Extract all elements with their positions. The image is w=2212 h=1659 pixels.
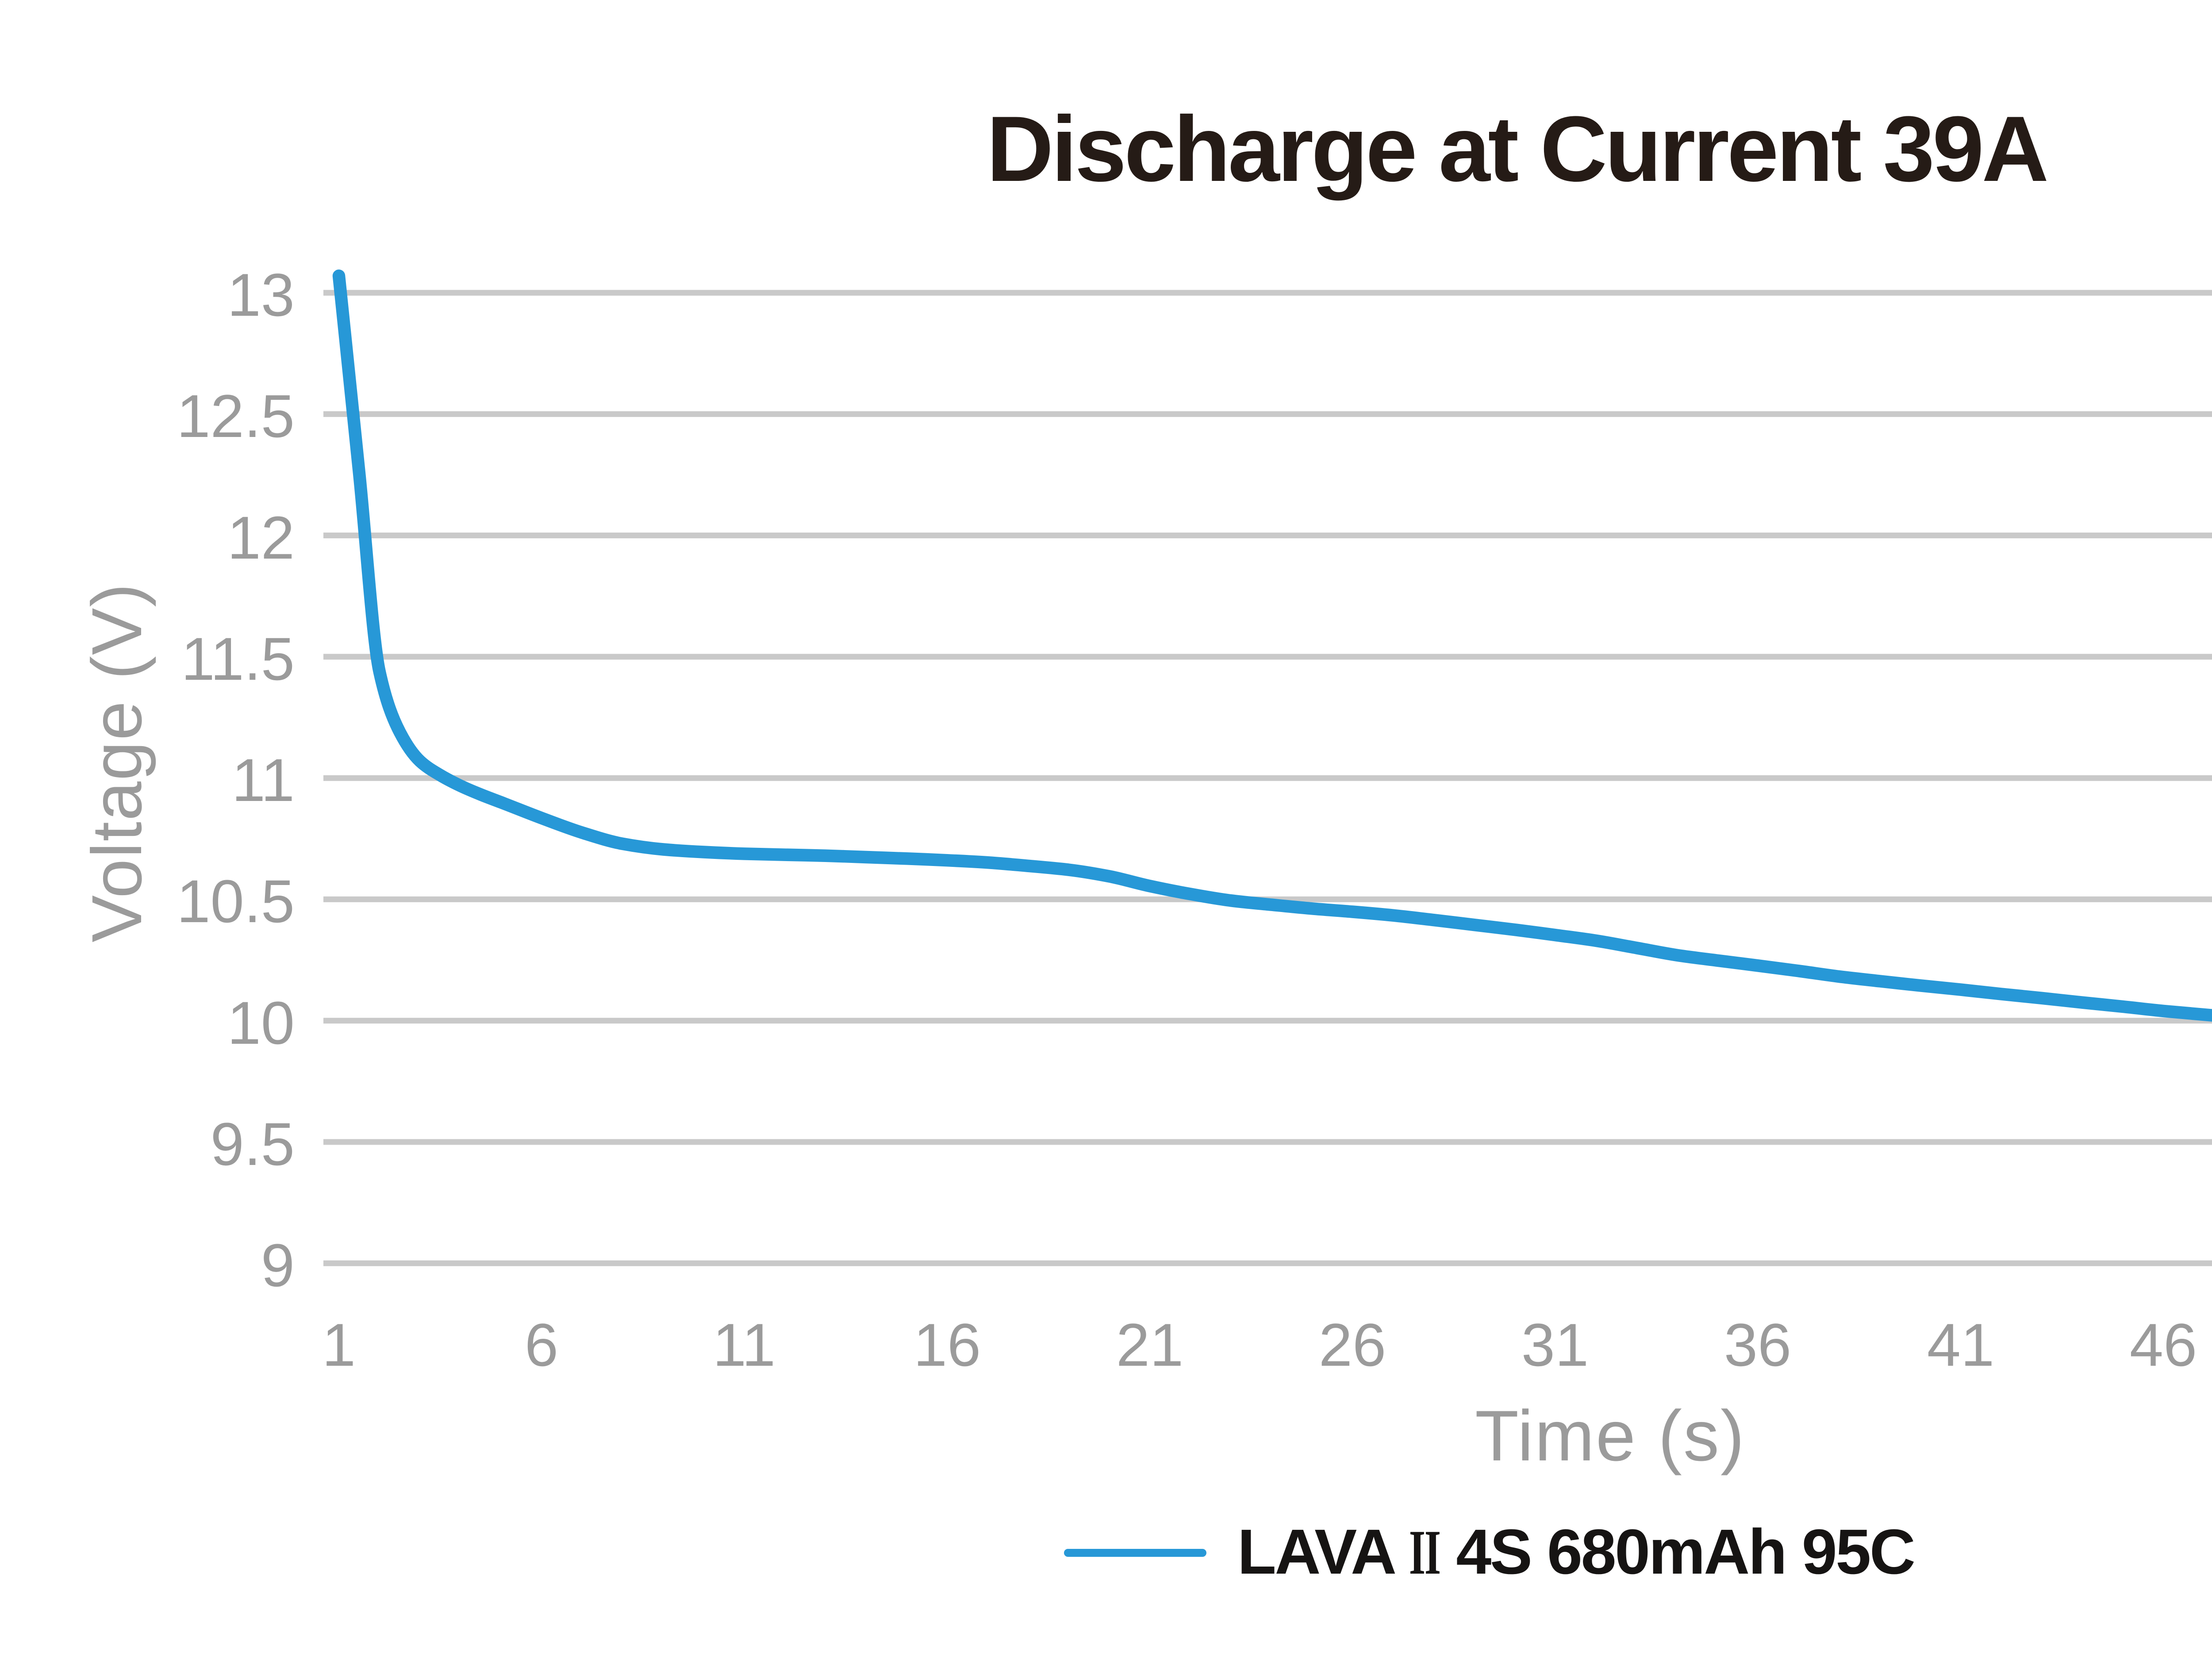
svg-text:12: 12	[227, 504, 295, 572]
svg-text:1: 1	[322, 1311, 356, 1379]
svg-text:9: 9	[261, 1232, 295, 1299]
svg-text:46: 46	[2130, 1311, 2197, 1379]
svg-text:41: 41	[1927, 1311, 1994, 1379]
svg-text:6: 6	[525, 1311, 558, 1379]
svg-text:Voltage (V): Voltage (V)	[77, 582, 156, 943]
svg-text:36: 36	[1724, 1311, 1791, 1379]
svg-text:10: 10	[227, 989, 295, 1057]
svg-text:11.5: 11.5	[181, 625, 295, 693]
svg-text:9.5: 9.5	[211, 1111, 295, 1178]
svg-text:LAVA II 4S 680mAh 95C: LAVA II 4S 680mAh 95C	[1237, 1516, 1914, 1588]
svg-text:11: 11	[232, 747, 295, 814]
svg-text:Discharge at Current 39A: Discharge at Current 39A	[987, 97, 2047, 201]
svg-text:21: 21	[1116, 1311, 1183, 1379]
svg-text:11: 11	[713, 1311, 776, 1379]
svg-text:16: 16	[914, 1311, 981, 1379]
svg-text:31: 31	[1521, 1311, 1589, 1379]
svg-text:13: 13	[227, 261, 295, 329]
svg-text:Time (s): Time (s)	[1475, 1396, 1746, 1476]
svg-text:26: 26	[1319, 1311, 1386, 1379]
svg-text:10.5: 10.5	[177, 868, 295, 935]
svg-text:12.5: 12.5	[177, 383, 295, 450]
